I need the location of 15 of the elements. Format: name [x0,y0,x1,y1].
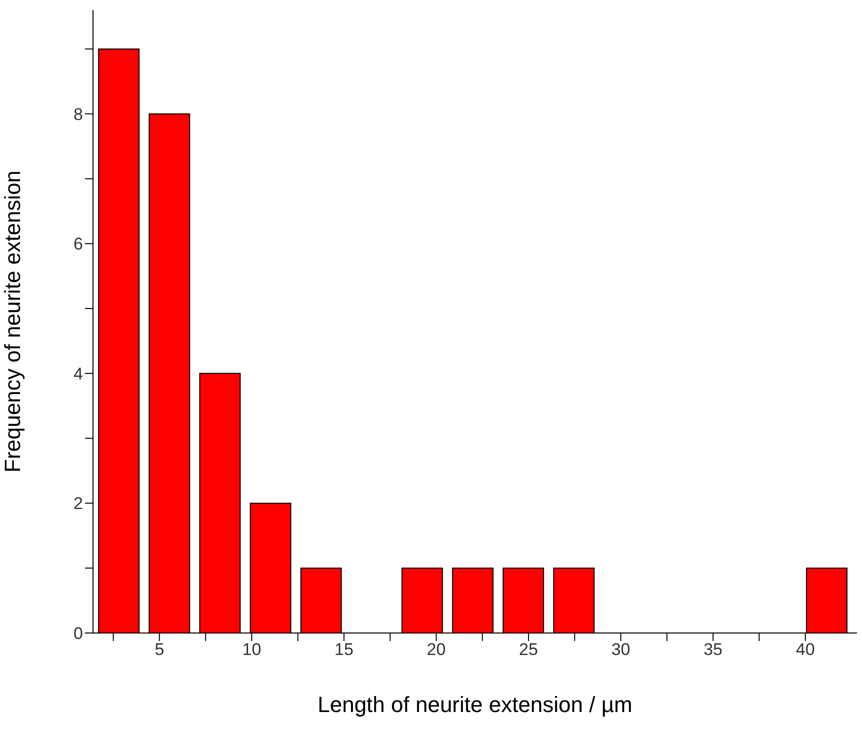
x-tick-label: 10 [242,640,262,660]
y-tick-label: 2 [74,494,83,514]
x-tick-label: 15 [334,640,354,660]
y-tick-label: 0 [74,624,83,643]
x-tick-label: 5 [154,640,164,660]
x-tick-label: 25 [519,640,538,660]
y-tick-label: 8 [74,104,83,124]
x-axis-title: Length of neurite extension / µm [318,692,632,717]
x-tick-label: 35 [704,640,723,660]
x-tick-label: 20 [426,640,446,660]
x-tick-label: 30 [611,640,630,660]
x-tick-label: 40 [796,640,815,660]
y-tick-label: 6 [74,234,83,254]
y-axis-title: Frequency of neurite extension [0,170,25,473]
y-tick-label: 4 [74,364,83,384]
